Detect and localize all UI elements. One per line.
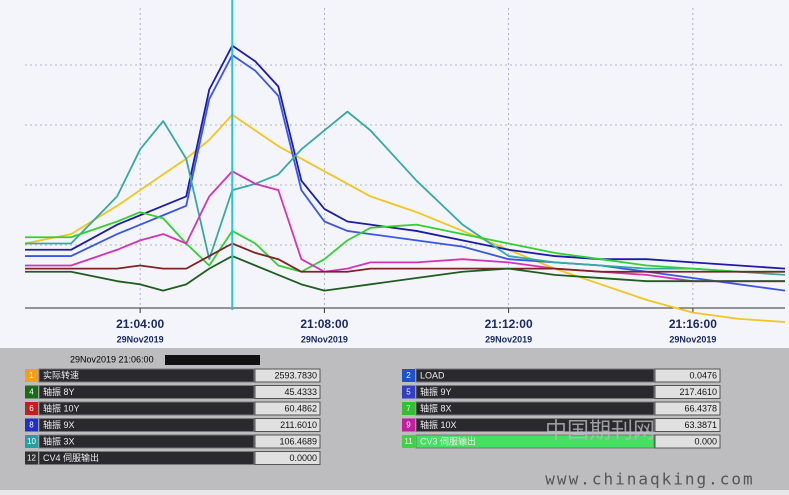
name-box [415,401,655,416]
name-box [38,401,255,416]
value-box [654,418,721,432]
id-box [402,385,415,399]
name-box [38,385,255,399]
series-line [24,113,786,323]
item-value: 2593.7830 [274,370,317,380]
name-box [38,368,255,383]
item-id: 6 [29,404,34,413]
value-box [254,368,321,383]
series-line [25,110,786,276]
item-name: 轴振 10X [420,419,457,430]
series-line [25,211,785,273]
time-bar [165,355,260,365]
item-name: 轴振 3X [43,435,75,446]
value-box [654,401,721,416]
item-value: 106.4689 [279,436,317,446]
item-value: 66.4378 [684,403,717,413]
id-box [25,369,38,382]
value-box [654,434,721,449]
value-box [254,385,321,399]
item-id: 2 [406,371,411,380]
item-id: 10 [27,437,36,446]
item-value: 0.000 [694,436,717,446]
series-line [25,255,785,292]
name-box [38,434,255,449]
item-name: 轴振 8X [420,402,452,413]
value-box [254,434,321,449]
name-box [415,385,655,399]
value-box [254,418,321,432]
item-id: 1 [29,371,34,380]
h-grid [25,64,785,246]
value-box [254,451,321,465]
series-line [25,54,786,292]
item-name: 实际转速 [43,369,79,380]
value-box [654,368,721,383]
watermark-url: www.chinaqking.com [545,470,754,489]
value-box [654,385,721,399]
item-id: 4 [29,388,34,397]
id-box [25,418,38,432]
x-tick-label: 21:16:00 [669,317,717,331]
id-box [402,402,415,415]
item-value: 63.3871 [684,420,717,430]
name-box [415,434,655,449]
name-box [38,418,255,432]
item-id: 7 [406,404,411,413]
x-tick-label: 21:04:00 [116,317,164,331]
watermark-title: 中国期刊网 [545,419,655,444]
name-box [38,451,255,465]
x-tick-sublabel: 29Nov2019 [301,334,348,344]
id-box [25,451,38,465]
item-id: 9 [406,421,411,430]
item-value: 0.0000 [289,453,317,463]
plot-background [0,0,789,348]
x-tick-sublabel: 29Nov2019 [117,334,164,344]
x-tick-sublabel: 29Nov2019 [485,334,532,344]
item-name: CV3 伺服输出 [420,435,476,446]
x-tick-sublabel: 29Nov2019 [669,334,716,344]
timestamp: 29Nov2019 21:06:00 [70,354,154,364]
item-id: 11 [404,437,413,446]
item-value: 45.4333 [284,387,317,397]
id-box [25,402,38,415]
item-value: 60.4862 [284,403,317,413]
item-name: 轴振 8Y [43,386,75,397]
series-line [25,242,785,273]
item-name: 轴振 9Y [420,386,452,397]
item-id: 8 [29,421,34,430]
value-box [254,401,321,416]
item-id: 12 [27,454,36,463]
item-value: 0.0476 [689,370,717,380]
item-value: 211.6010 [280,420,317,430]
id-box [402,369,415,382]
x-tick-label: 21:12:00 [485,317,533,331]
id-box [402,435,415,448]
name-box [415,368,655,383]
id-box [25,385,38,399]
x-tick-label: 21:08:00 [300,317,348,331]
series-line [25,44,786,270]
item-name: 轴振 9X [43,419,75,430]
item-id: 5 [406,388,411,397]
name-box [415,418,655,432]
item-name: CV4 伺服输出 [43,452,99,463]
id-box [25,435,38,448]
item-value: 217.4610 [679,387,717,397]
id-box [402,418,415,432]
item-name: LOAD [420,370,445,380]
item-name: 轴振 10Y [43,402,80,413]
